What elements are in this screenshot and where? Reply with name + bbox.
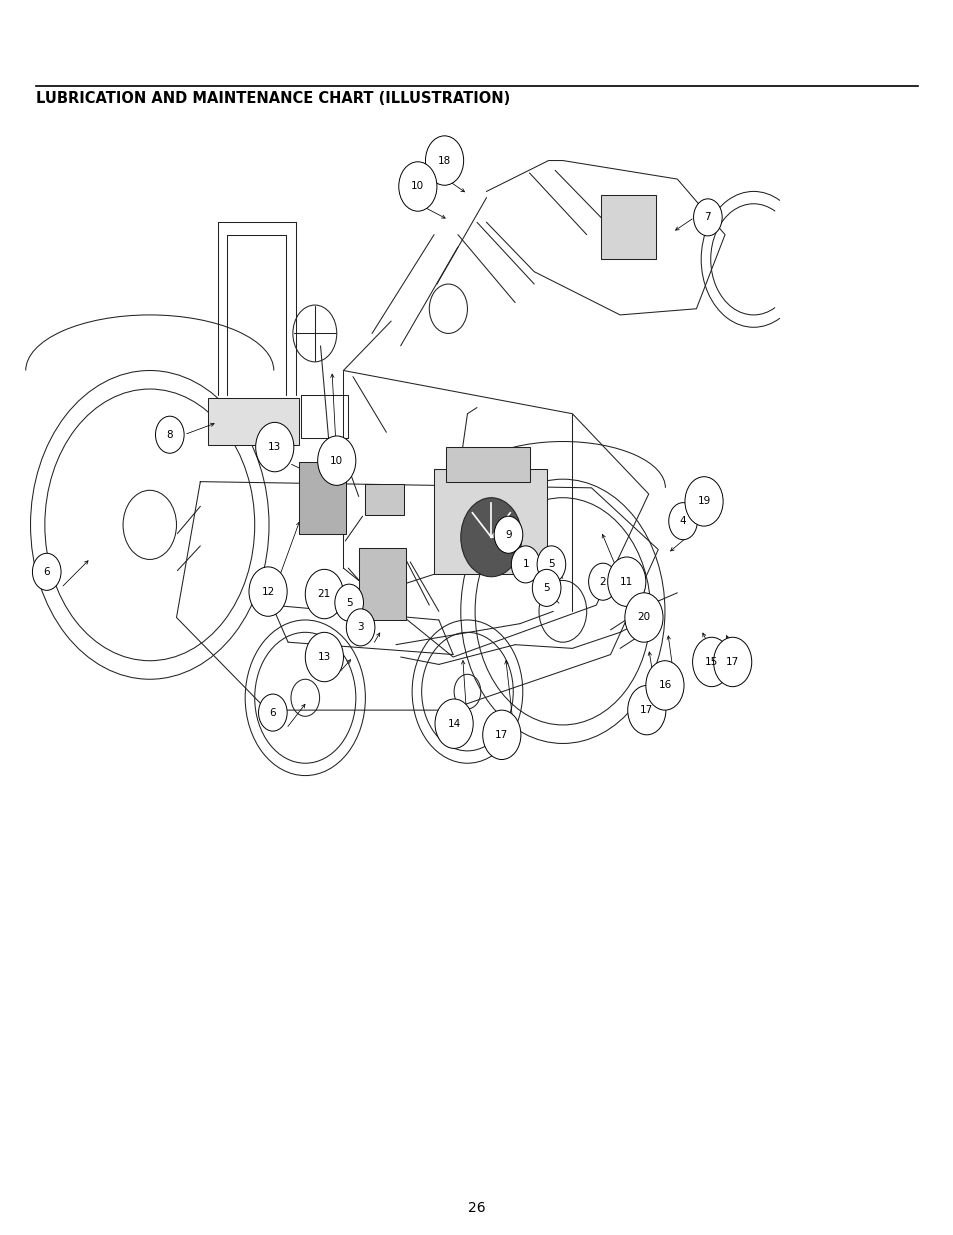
Circle shape [482, 710, 520, 760]
FancyBboxPatch shape [600, 195, 656, 259]
Circle shape [425, 136, 463, 185]
Circle shape [249, 567, 287, 616]
Text: 6: 6 [270, 708, 275, 718]
Circle shape [258, 694, 287, 731]
Circle shape [537, 546, 565, 583]
Circle shape [494, 516, 522, 553]
Text: 14: 14 [447, 719, 460, 729]
Circle shape [624, 593, 662, 642]
Text: 12: 12 [261, 587, 274, 597]
Circle shape [317, 436, 355, 485]
Text: 3: 3 [357, 622, 363, 632]
Text: 11: 11 [619, 577, 633, 587]
Text: 20: 20 [637, 613, 650, 622]
Text: 8: 8 [167, 430, 172, 440]
Circle shape [668, 503, 697, 540]
FancyBboxPatch shape [358, 548, 406, 620]
FancyBboxPatch shape [365, 484, 403, 515]
Circle shape [511, 546, 539, 583]
FancyBboxPatch shape [434, 469, 546, 574]
Circle shape [713, 637, 751, 687]
FancyBboxPatch shape [446, 447, 530, 482]
Text: 6: 6 [44, 567, 50, 577]
Text: 4: 4 [679, 516, 685, 526]
Circle shape [305, 569, 343, 619]
Text: 21: 21 [317, 589, 331, 599]
Text: 15: 15 [704, 657, 718, 667]
Text: 17: 17 [725, 657, 739, 667]
Circle shape [398, 162, 436, 211]
Circle shape [335, 584, 363, 621]
Text: 5: 5 [346, 598, 352, 608]
Circle shape [693, 199, 721, 236]
Text: 26: 26 [468, 1200, 485, 1215]
Text: 17: 17 [639, 705, 653, 715]
Circle shape [627, 685, 665, 735]
FancyBboxPatch shape [298, 462, 346, 534]
Circle shape [32, 553, 61, 590]
Circle shape [684, 477, 722, 526]
Circle shape [532, 569, 560, 606]
Text: 1: 1 [522, 559, 528, 569]
Text: 16: 16 [658, 680, 671, 690]
FancyBboxPatch shape [208, 398, 298, 445]
Text: 9: 9 [505, 530, 511, 540]
Text: 2: 2 [599, 577, 605, 587]
Text: 5: 5 [543, 583, 549, 593]
Circle shape [645, 661, 683, 710]
Circle shape [692, 637, 730, 687]
Circle shape [255, 422, 294, 472]
Text: 18: 18 [437, 156, 451, 165]
Text: 5: 5 [548, 559, 554, 569]
Circle shape [346, 609, 375, 646]
Circle shape [155, 416, 184, 453]
Text: 17: 17 [495, 730, 508, 740]
Text: 7: 7 [704, 212, 710, 222]
Circle shape [435, 699, 473, 748]
Text: 19: 19 [697, 496, 710, 506]
Text: 10: 10 [411, 182, 424, 191]
Circle shape [607, 557, 645, 606]
Text: 13: 13 [317, 652, 331, 662]
Circle shape [588, 563, 617, 600]
Text: LUBRICATION AND MAINTENANCE CHART (ILLUSTRATION): LUBRICATION AND MAINTENANCE CHART (ILLUS… [36, 91, 510, 106]
Text: 10: 10 [330, 456, 343, 466]
Circle shape [460, 498, 521, 577]
Circle shape [305, 632, 343, 682]
Text: 13: 13 [268, 442, 281, 452]
